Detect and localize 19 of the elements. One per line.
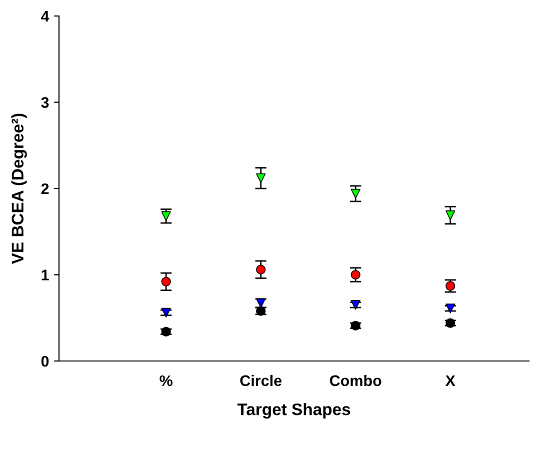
- point: [256, 264, 266, 274]
- y-tick-label: 4: [41, 11, 50, 22]
- point: [161, 308, 171, 318]
- x-axis-title: Target Shapes: [237, 403, 350, 419]
- y-axis-title: VE BCEA (Degree²): [11, 114, 27, 264]
- point: [350, 188, 360, 198]
- point: [161, 276, 171, 286]
- point: [161, 211, 171, 221]
- y-tick-label: 3: [41, 97, 49, 108]
- point: [256, 173, 266, 183]
- x-tick-label: Combo: [330, 374, 382, 386]
- y-tick-label: 0: [41, 356, 49, 367]
- x-tick-label: %: [160, 375, 172, 386]
- point: [350, 270, 360, 280]
- y-tick-label: 1: [42, 270, 49, 280]
- point: [446, 210, 456, 220]
- y-tick-label: 2: [41, 183, 49, 194]
- x-tick-label: Circle: [240, 374, 282, 386]
- x-tick-label: X: [445, 375, 456, 386]
